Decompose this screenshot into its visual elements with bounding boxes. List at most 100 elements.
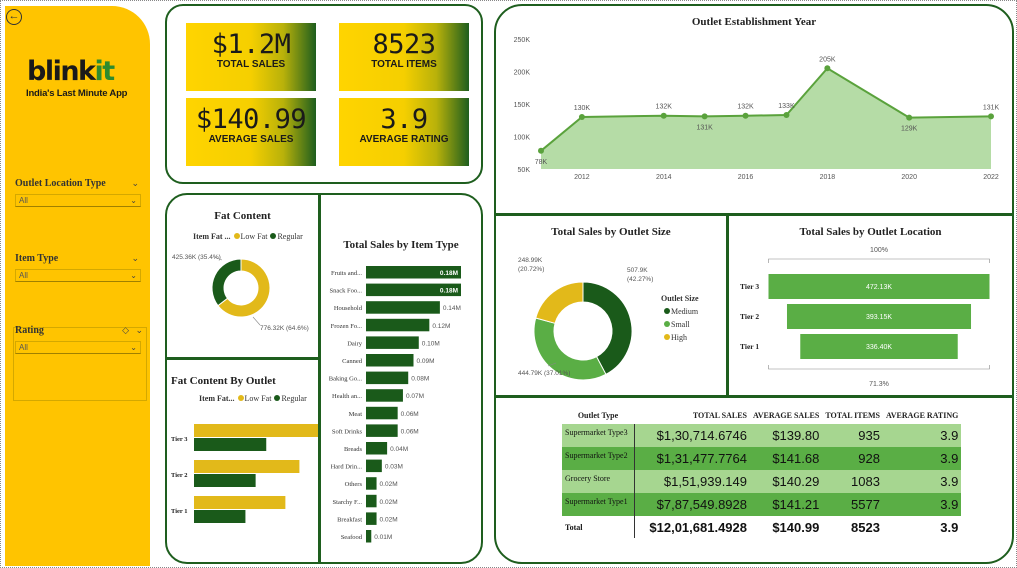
eraser-icon[interactable]: ◇ (122, 325, 129, 335)
kpi-value: 8523 (372, 29, 436, 60)
data-point (742, 112, 749, 119)
data-label: 133K (778, 103, 795, 110)
legend-item: Small (671, 320, 690, 329)
kpi-value: $1.2M (211, 29, 291, 60)
row-name: Supermarket Type3 (562, 424, 635, 447)
chevron-down-icon: ⌄ (130, 271, 137, 280)
brand-logo-part-b: it (94, 56, 116, 87)
chevron-down-icon[interactable]: ⌄ (131, 253, 139, 263)
funnel-bar (800, 334, 958, 359)
bar (366, 354, 414, 367)
data-label: 0.07M (406, 393, 424, 400)
slice-label: 776.32K (64.6%) (260, 325, 309, 332)
slicer-label: Item Type (15, 253, 59, 264)
category-label: Frozen Fo... (331, 323, 363, 330)
data-label: 0.14M (443, 305, 461, 312)
category-label: Dairy (347, 340, 363, 347)
bar (366, 318, 430, 332)
data-point (701, 113, 708, 120)
table-row: Supermarket Type2 $1,31,477.7764 $141.68 92… (562, 447, 962, 470)
fat-by-outlet-title: Fat Content By Outlet (171, 375, 276, 387)
funnel-top-bracket (768, 258, 990, 263)
table-row: Supermarket Type3 $1,30,714.6746 $139.80 93… (562, 424, 962, 447)
bar (366, 389, 403, 402)
bar (366, 442, 388, 455)
funnel-bottom-bracket (768, 365, 990, 370)
cell-value: 3.9 (882, 424, 962, 447)
x-tick-label: 2018 (820, 174, 836, 181)
cell-value: $1,30,714.6746 (634, 424, 750, 447)
cell-value: $140.29 (750, 470, 823, 493)
kpi-label: TOTAL SALES (216, 59, 286, 70)
sidebar: ← blinkit India's Last Minute App Outlet… (5, 6, 150, 566)
slice-label: 444.79K (37.01%) (518, 370, 570, 377)
data-point (660, 112, 667, 119)
dropdown-value: All (19, 271, 28, 280)
row-name: Grocery Store (562, 470, 635, 493)
data-label: 132K (737, 104, 754, 111)
item-type-bar-chart: Fruits and... 0.18M Snack Foo... 0.18M House… (329, 266, 461, 543)
rating-dropdown[interactable]: All ⌄ (15, 341, 141, 354)
total-value: $140.99 (750, 516, 823, 538)
outlet-size-donut: 507.9K (42.27%) 248.99K (20.72%) 444.79K (37… (518, 257, 653, 381)
column-header[interactable]: AVERAGE RATING (885, 410, 959, 420)
fat-by-outlet-legend: Item Fat... Low Fat Regular (199, 394, 307, 403)
data-label: 0.01M (374, 534, 392, 541)
y-tick-label: 250K (514, 37, 531, 44)
data-label: 0.02M (380, 516, 398, 523)
data-label: 131K (983, 104, 1000, 111)
data-label: 0.12M (432, 323, 450, 330)
cell-value: $139.80 (750, 424, 823, 447)
bar (366, 530, 372, 543)
legend-item: Low Fat (244, 394, 272, 403)
area-fill (541, 68, 991, 169)
column-header[interactable]: TOTAL ITEMS (825, 410, 880, 420)
legend-title: Item Fat ... (193, 232, 231, 241)
kpi-panel: $1.2M TOTAL SALES 8523 TOTAL ITEMS $140.… (165, 4, 483, 184)
column-header[interactable]: Outlet Type (577, 410, 619, 420)
outlet-location-panel: Total Sales by Outlet Location 100% Tier … (727, 214, 1014, 397)
cell-value: 1083 (822, 470, 883, 493)
chevron-down-icon[interactable]: ⌄ (135, 325, 143, 335)
kpi-total-sales: $1.2M TOTAL SALES (186, 23, 316, 91)
slice-label: (20.72%) (518, 266, 544, 273)
category-label: Breakfast (337, 516, 362, 523)
chevron-down-icon[interactable]: ⌄ (131, 178, 139, 188)
kpi-value: $140.99 (195, 104, 307, 135)
table-row: Grocery Store $1,51,939.149 $140.29 1083 3.9 (562, 470, 962, 493)
bar (194, 424, 318, 437)
outlet-size-panel: Total Sales by Outlet Size Outlet Size M… (494, 214, 728, 397)
y-tick-label: 100K (514, 135, 531, 142)
data-label: 0.08M (411, 376, 429, 383)
outlet-location-dropdown[interactable]: All ⌄ (15, 194, 141, 207)
bar (366, 266, 461, 279)
total-label: Total (562, 516, 635, 538)
total-value: 8523 (822, 516, 883, 538)
chevron-down-icon: ⌄ (130, 343, 137, 352)
outlet-type-table-panel: Outlet Type TOTAL SALES AVERAGE SALES TOTAL… (494, 396, 1014, 564)
year-chart-title: Outlet Establishment Year (691, 16, 817, 28)
year-chart-panel: Outlet Establishment Year 50K 100K 150K 200… (494, 4, 1014, 215)
column-header[interactable]: TOTAL SALES (692, 410, 747, 420)
kpi-average-sales: $140.99 AVERAGE SALES (186, 98, 316, 166)
cell-value: $141.21 (750, 493, 823, 516)
brand-tagline: India's Last Minute App (26, 88, 128, 99)
category-label: Tier 2 (740, 312, 759, 321)
back-arrow-icon[interactable]: ← (6, 9, 22, 25)
cell-value: 935 (822, 424, 883, 447)
bar (194, 438, 267, 451)
column-header[interactable]: AVERAGE SALES (753, 410, 820, 420)
slicer-rating: Rating ⌄ ◇ All ⌄ (15, 325, 143, 354)
kpi-average-rating: 3.9 AVERAGE RATING (339, 98, 469, 166)
category-label: Breads (344, 446, 363, 453)
item-type-dropdown[interactable]: All ⌄ (15, 269, 141, 282)
kpi-label: AVERAGE RATING (359, 134, 449, 145)
cell-value: 3.9 (882, 493, 962, 516)
dropdown-value: All (19, 196, 28, 205)
kpi-total-items: 8523 TOTAL ITEMS (339, 23, 469, 91)
funnel-bar (786, 304, 972, 329)
x-tick-label: 2020 (901, 174, 917, 181)
category-label: Tier 1 (740, 342, 759, 351)
data-label: 393.15K (866, 314, 892, 321)
outlet-location-funnel: 100% Tier 3 472.13K Tier 2 393.15K Tier 1 336.… (740, 247, 990, 388)
